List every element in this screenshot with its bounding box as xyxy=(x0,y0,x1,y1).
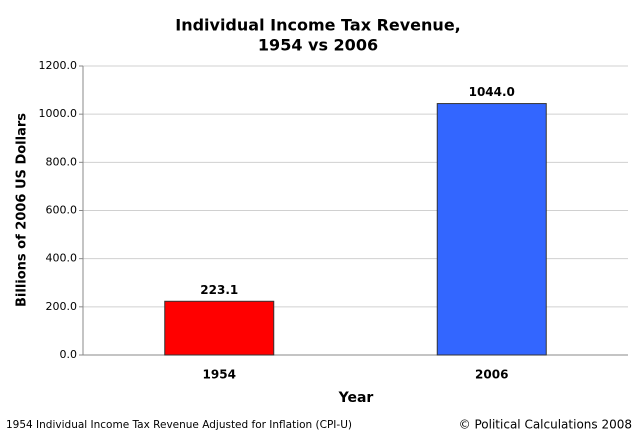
x-axis-label: Year xyxy=(338,390,374,406)
y-tick-label: 1200.0 xyxy=(39,59,78,72)
y-tick-label: 400.0 xyxy=(46,252,78,265)
chart-title: 1954 vs 2006 xyxy=(258,36,378,55)
data-label: 1044.0 xyxy=(469,85,515,99)
bar xyxy=(436,103,547,356)
x-tick-label: 2006 xyxy=(475,368,508,382)
credit: © Political Calculations 2008 xyxy=(459,418,632,432)
footnote: 1954 Individual Income Tax Revenue Adjus… xyxy=(6,419,352,431)
x-tick-label: 1954 xyxy=(203,368,236,382)
y-tick-label: 0.0 xyxy=(60,348,78,361)
bar xyxy=(164,300,275,356)
y-tick-label: 800.0 xyxy=(46,155,78,168)
chart-title: Individual Income Tax Revenue, xyxy=(175,16,461,35)
y-tick-label: 600.0 xyxy=(46,204,78,217)
y-tick-label: 200.0 xyxy=(46,300,78,313)
y-axis-label: Billions of 2006 US Dollars xyxy=(15,113,30,307)
y-tick-label: 1000.0 xyxy=(39,107,78,120)
data-label: 223.1 xyxy=(200,283,238,297)
